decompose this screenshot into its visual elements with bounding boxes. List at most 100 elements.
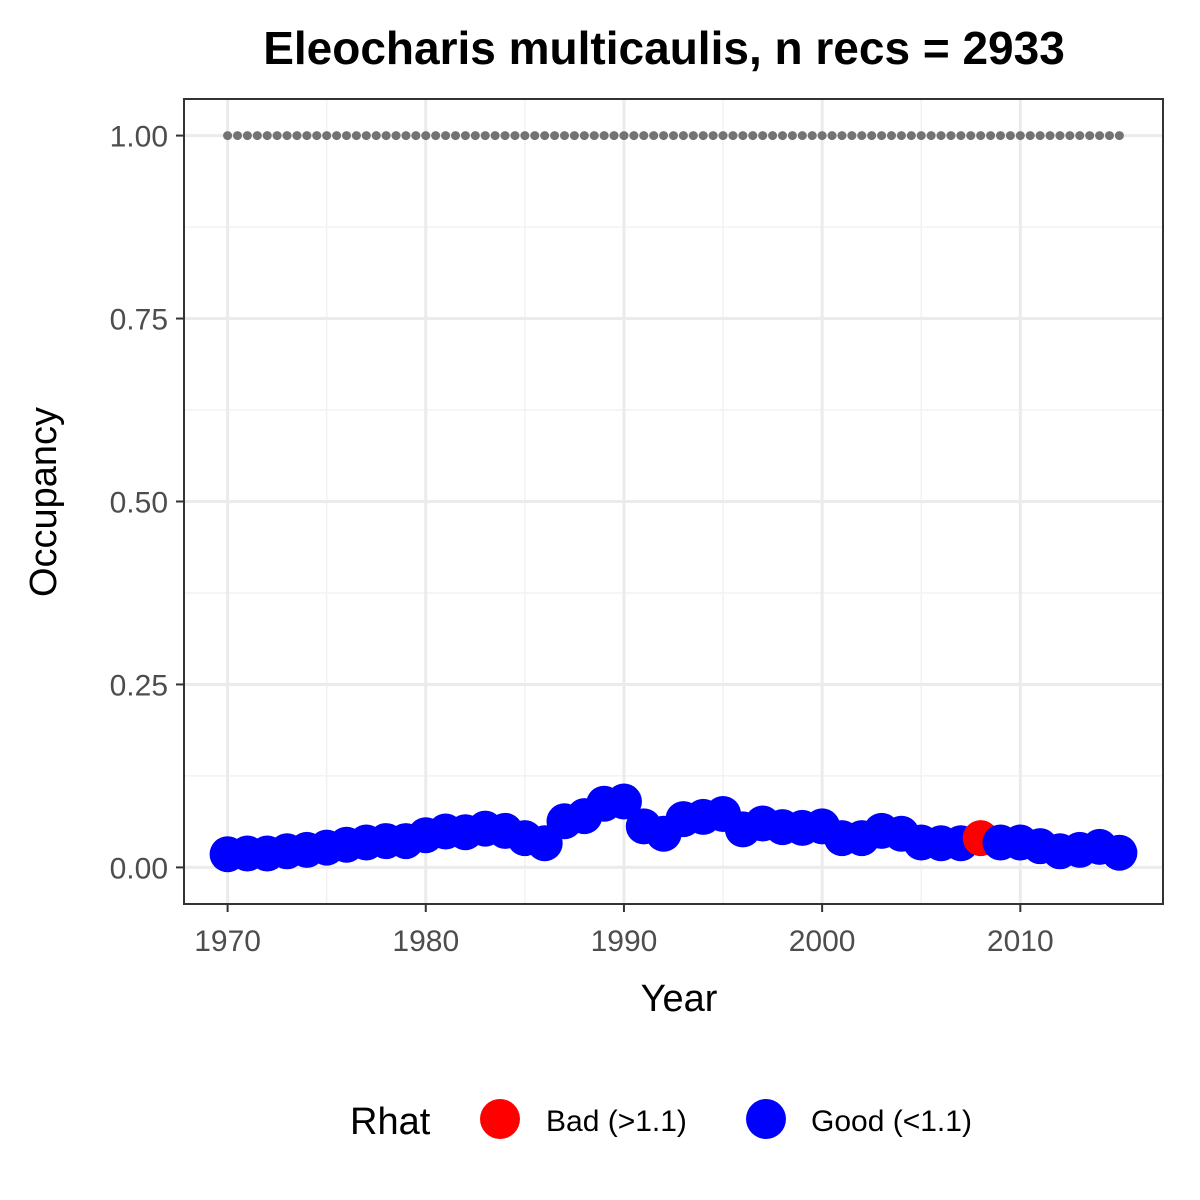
reference-dot: [1065, 131, 1075, 141]
reference-dot: [619, 131, 629, 141]
reference-dot: [877, 131, 887, 141]
reference-dot: [708, 131, 718, 141]
reference-dot: [530, 131, 540, 141]
reference-dot: [233, 131, 243, 141]
reference-dot: [272, 131, 282, 141]
reference-dot: [718, 131, 728, 141]
reference-dot: [1085, 131, 1095, 141]
reference-dot: [847, 131, 857, 141]
plot-panel: [183, 98, 1164, 905]
reference-dot: [629, 131, 639, 141]
reference-dot: [956, 131, 966, 141]
reference-dot: [738, 131, 748, 141]
reference-dot: [579, 131, 589, 141]
reference-dot: [569, 131, 579, 141]
reference-dot: [599, 131, 609, 141]
reference-dot: [460, 131, 470, 141]
reference-dot: [609, 131, 619, 141]
reference-dot: [787, 131, 797, 141]
reference-dot: [1075, 131, 1085, 141]
reference-dot: [391, 131, 401, 141]
legend-key-bad: [480, 1099, 520, 1139]
reference-dot: [857, 131, 867, 141]
reference-dot: [381, 131, 391, 141]
grid-lines: [184, 99, 1163, 904]
x-tick-label: 2010: [987, 925, 1054, 958]
x-tick-label: 2000: [789, 925, 856, 958]
reference-dot: [698, 131, 708, 141]
reference-dot: [480, 131, 490, 141]
reference-dot: [916, 131, 926, 141]
reference-dot: [500, 131, 510, 141]
reference-dot: [282, 131, 292, 141]
reference-dot: [589, 131, 599, 141]
reference-dot: [361, 131, 371, 141]
y-axis: 0.00 0.25 0.50 0.75 1.00: [110, 121, 184, 885]
x-axis: 1970 1980 1990 2000 2010: [194, 904, 1054, 958]
reference-dot: [441, 131, 451, 141]
x-axis-title: Year: [641, 978, 718, 1020]
reference-dot: [748, 131, 758, 141]
reference-dot: [807, 131, 817, 141]
reference-dot: [758, 131, 768, 141]
reference-dot: [995, 131, 1005, 141]
data-points: [209, 783, 1138, 873]
reference-dot: [837, 131, 847, 141]
reference-dot: [1055, 131, 1065, 141]
reference-dot: [649, 131, 659, 141]
reference-dot: [451, 131, 461, 141]
reference-dot: [639, 131, 649, 141]
reference-dot: [1025, 131, 1035, 141]
reference-dot: [560, 131, 570, 141]
reference-dot: [797, 131, 807, 141]
reference-dot: [768, 131, 778, 141]
reference-dot: [936, 131, 946, 141]
reference-dot: [1114, 131, 1124, 141]
y-axis-title: Occupancy: [23, 407, 65, 597]
reference-dot: [540, 131, 550, 141]
y-tick-label: 0.00: [110, 852, 168, 885]
legend-title: Rhat: [350, 1101, 431, 1143]
reference-dot: [777, 131, 787, 141]
reference-dot: [817, 131, 827, 141]
reference-dot: [827, 131, 837, 141]
reference-dot: [1095, 131, 1105, 141]
reference-dot: [986, 131, 996, 141]
y-tick-label: 1.00: [110, 121, 168, 154]
x-tick-label: 1990: [591, 925, 658, 958]
x-tick-label: 1970: [194, 925, 261, 958]
reference-dot: [312, 131, 322, 141]
reference-dot: [1045, 131, 1055, 141]
reference-dot: [976, 131, 986, 141]
reference-dot: [401, 131, 411, 141]
legend: Rhat Bad (>1.1) Good (<1.1): [350, 1099, 972, 1143]
reference-dot: [659, 131, 669, 141]
reference-dot: [896, 131, 906, 141]
reference-dot: [421, 131, 431, 141]
reference-dot: [926, 131, 936, 141]
legend-label-good: Good (<1.1): [811, 1105, 972, 1138]
reference-dot: [411, 131, 421, 141]
y-tick-label: 0.75: [110, 304, 168, 337]
reference-dot: [252, 131, 262, 141]
reference-dot: [292, 131, 302, 141]
reference-dot: [431, 131, 441, 141]
reference-dot: [1104, 131, 1114, 141]
reference-dot: [242, 131, 252, 141]
y-tick-label: 0.25: [110, 669, 168, 702]
reference-dot: [946, 131, 956, 141]
reference-dot: [1015, 131, 1025, 141]
x-tick-label: 1980: [392, 925, 459, 958]
reference-dot: [669, 131, 678, 141]
reference-dot: [1035, 131, 1045, 141]
reference-dot: [966, 131, 976, 141]
chart-title: Eleocharis multicaulis, n recs = 2933: [263, 22, 1065, 74]
reference-dot: [332, 131, 342, 141]
reference-dot: [262, 131, 272, 141]
data-point-good: [605, 783, 642, 820]
y-tick-label: 0.50: [110, 487, 168, 520]
reference-dot: [1005, 131, 1015, 141]
reference-dot: [302, 131, 312, 141]
reference-dot: [688, 131, 698, 141]
